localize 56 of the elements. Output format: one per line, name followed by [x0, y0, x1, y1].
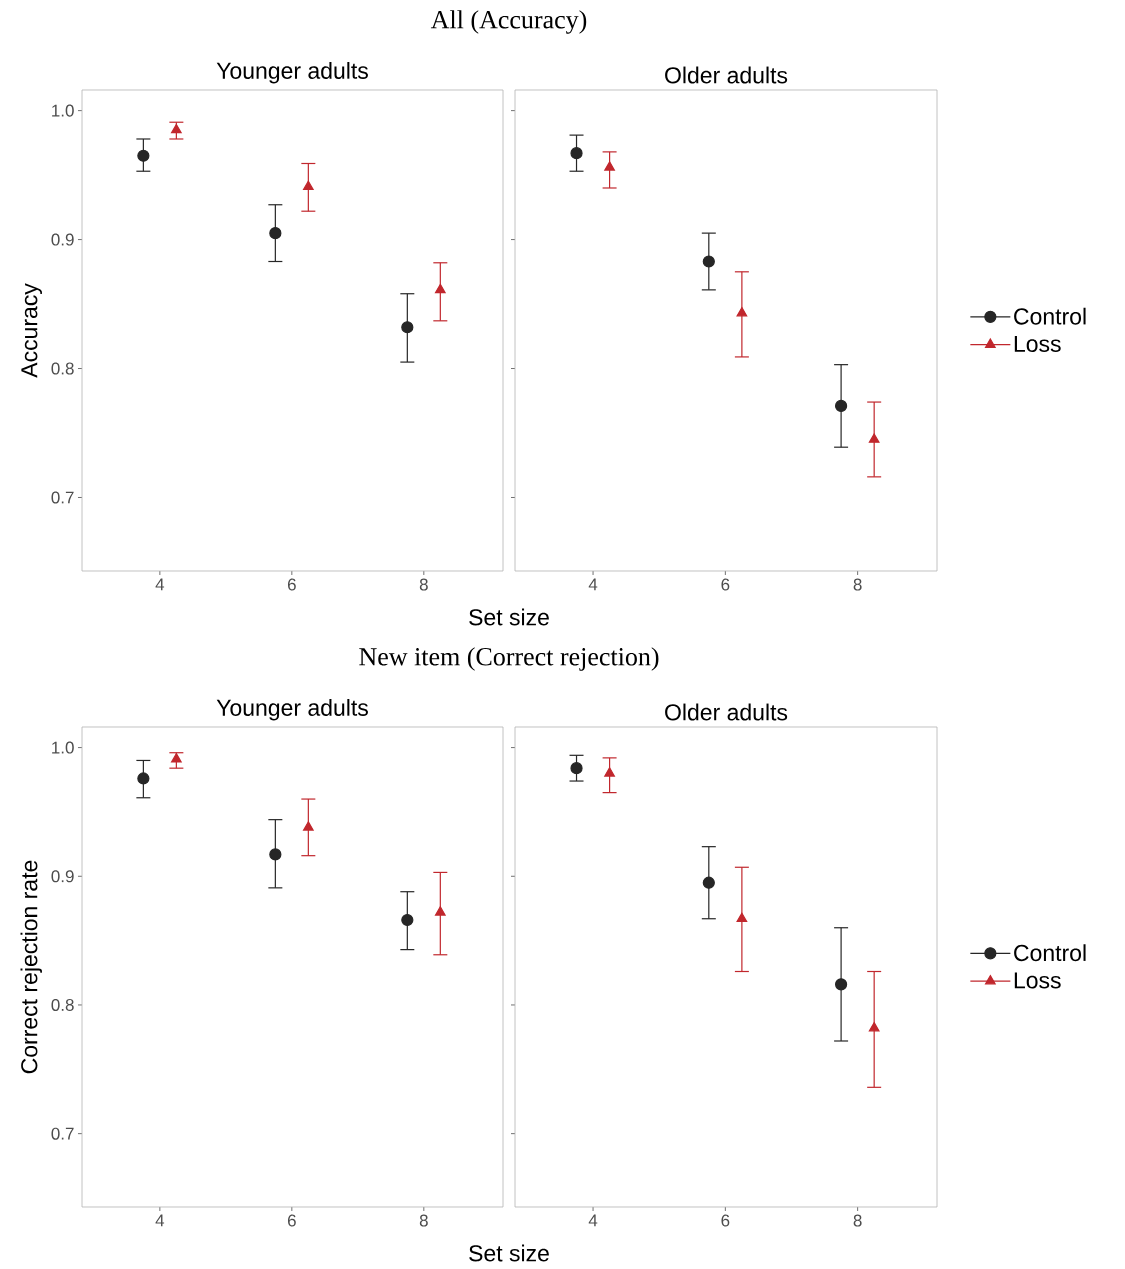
legend-label: Loss: [1014, 335, 1061, 352]
y-tick-label: 0.9: [51, 870, 74, 883]
x-tick-label: 4: [588, 1214, 598, 1227]
point: [302, 180, 314, 191]
chart-title: New item (Correct rejection): [359, 647, 659, 671]
y-tick-label: 0.8: [51, 998, 74, 1011]
x-tick-label: 8: [853, 578, 862, 591]
x-tick-label: 6: [721, 1214, 730, 1227]
x-tick-label: 8: [419, 578, 428, 591]
legend-label: Loss: [1014, 972, 1061, 989]
legend-label: Control: [1014, 307, 1086, 325]
chart-subtitle: Younger adults: [216, 699, 368, 721]
point: [269, 227, 282, 240]
chart-subtitle: Older adults: [665, 66, 788, 84]
point: [604, 161, 615, 171]
point: [302, 821, 314, 831]
point: [401, 913, 414, 927]
x-axis-title: Set size: [469, 1244, 549, 1262]
point: [434, 906, 446, 916]
point: [137, 772, 150, 785]
point: [835, 978, 848, 991]
point: [702, 876, 715, 889]
y-axis-title: Correct rejection rate: [20, 860, 42, 1074]
point: [570, 762, 583, 775]
x-tick-label: 4: [155, 578, 165, 591]
y-tick-label: 1.0: [52, 104, 74, 117]
point: [736, 306, 748, 317]
point: [401, 321, 414, 334]
point: [604, 767, 615, 777]
x-tick-label: 4: [588, 578, 598, 591]
y-tick-label: 0.7: [51, 1127, 74, 1140]
chart-title: All (Accuracy): [430, 10, 587, 34]
legend-label: Control: [1014, 944, 1086, 962]
y-tick-label: 0.7: [51, 491, 74, 504]
point: [736, 912, 748, 923]
y-tick-label: 0.8: [51, 362, 74, 375]
point: [835, 399, 848, 413]
chart-subtitle: Younger adults: [216, 62, 368, 84]
point: [434, 283, 446, 294]
y-axis-title: Accuracy: [21, 283, 42, 378]
x-tick-label: 6: [287, 1214, 296, 1227]
y-tick-label: 0.9: [51, 233, 74, 246]
point: [868, 433, 880, 443]
x-tick-label: 4: [155, 1214, 165, 1227]
x-tick-label: 6: [721, 578, 730, 591]
x-tick-label: 8: [419, 1214, 428, 1227]
chart-subtitle: Older adults: [665, 703, 788, 721]
point: [868, 1022, 880, 1032]
x-axis-title: Set size: [469, 608, 549, 626]
x-tick-label: 6: [287, 578, 296, 591]
point: [137, 149, 150, 162]
point: [702, 255, 715, 268]
point: [570, 147, 583, 160]
y-tick-label: 1.0: [52, 741, 74, 754]
point: [269, 848, 282, 861]
x-tick-label: 8: [853, 1214, 862, 1227]
